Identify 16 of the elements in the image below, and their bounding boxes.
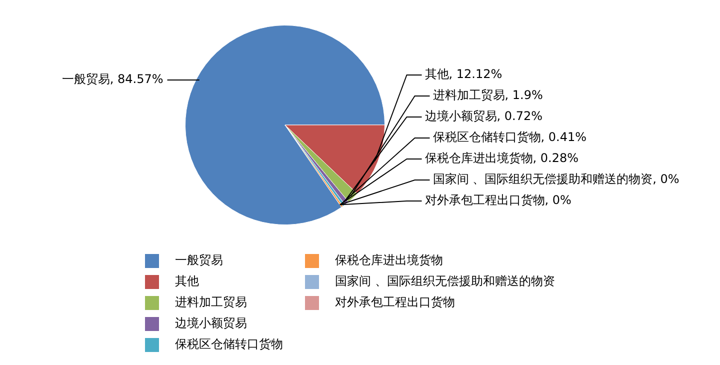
text: 国家间 、国际组织无偿援助和赠送的物资, 0% [432,172,680,186]
data-label: 进料加工贸易, 1.9% [432,88,543,102]
data-label: 保税仓库进出境货物, 0.28% [424,151,578,166]
data-label: 保税区仓储转口货物, 0.41% [432,130,586,144]
legend-label: 保税仓库进出境货物 [335,252,443,269]
legend-label: 国家间 、国际组织无偿援助和赠送的物资 [335,273,555,290]
legend-label: 一般贸易 [175,252,223,269]
legend-label: 边境小额贸易 [175,315,247,332]
legend-label: 对外承包工程出口货物 [335,294,455,311]
text: 对外承包工程出口货物, 0% [424,193,572,208]
legend-label: 进料加工贸易 [175,294,247,311]
data-label: 边境小额贸易, 0.72% [424,109,542,124]
legend-label: 其他 [175,273,199,290]
legend-label: 保税区仓储转口货物 [175,336,283,353]
data-label: 一般贸易, 84.57% [62,72,164,86]
data-label: 其他, 12.12% [424,67,502,82]
